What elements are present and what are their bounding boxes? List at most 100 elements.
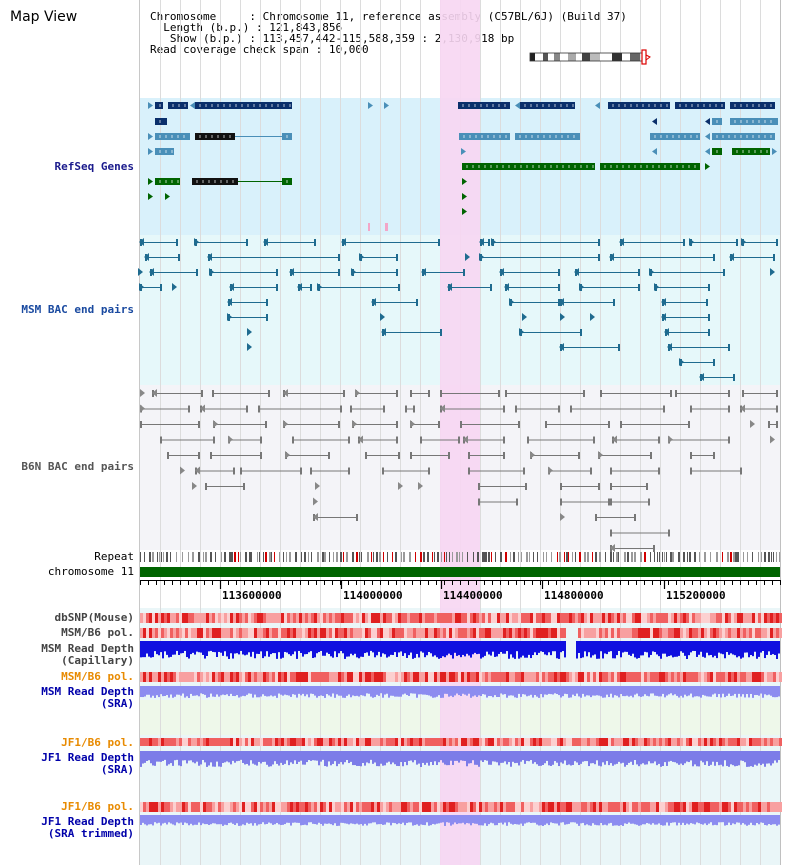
- repeat-element: [722, 552, 723, 562]
- repeat-element: [373, 552, 374, 562]
- read-depth-bar: [176, 815, 178, 823]
- polymorphism-cell: [620, 738, 623, 746]
- bac-end-arrow: [509, 298, 514, 306]
- read-depth-bar: [700, 751, 702, 761]
- read-depth-bar: [430, 751, 432, 762]
- read-depth-bar: [434, 686, 436, 698]
- polymorphism-cell: [758, 613, 761, 623]
- read-depth-bar: [268, 641, 270, 657]
- polymorphism-cell: [515, 628, 518, 638]
- polymorphism-cell: [449, 802, 452, 812]
- read-depth-bar: [328, 641, 330, 654]
- read-depth-bar: [758, 751, 760, 764]
- read-depth-bar: [712, 751, 714, 762]
- polymorphism-cell: [395, 672, 398, 682]
- read-depth-bar: [504, 815, 506, 823]
- read-depth-bar: [592, 641, 594, 656]
- polymorphism-cell: [503, 613, 506, 623]
- chromosome-label: Chromosome: [150, 10, 217, 23]
- polymorphism-cell: [266, 672, 269, 682]
- polymorphism-cell: [323, 738, 326, 746]
- polymorphism-cell: [365, 738, 368, 746]
- polymorphism-cell: [467, 672, 470, 682]
- ideogram-band: [543, 53, 548, 61]
- polymorphism-cell: [230, 738, 233, 746]
- read-depth-bar: [466, 686, 468, 696]
- polymorphism-cell: [623, 628, 626, 638]
- bac-end: [310, 467, 312, 475]
- read-depth-bar: [578, 686, 580, 697]
- gene-exon: [462, 104, 464, 107]
- bac-end: [598, 254, 600, 261]
- read-depth-bar: [684, 815, 686, 826]
- polymorphism-cell: [368, 802, 371, 812]
- read-depth-bar: [628, 751, 630, 763]
- read-depth-bar: [390, 751, 392, 765]
- read-depth-bar: [444, 751, 446, 765]
- polymorphism-cell: [524, 628, 527, 638]
- polymorphism-cell: [416, 628, 419, 638]
- track-label-b6n-bac[interactable]: B6N BAC end pairs: [21, 460, 134, 473]
- polymorphism-cell: [302, 802, 305, 812]
- bac-end-arrow: [172, 283, 177, 291]
- bac-end-arrow: [228, 435, 233, 444]
- read-depth-bar: [160, 751, 162, 762]
- polymorphism-cell: [608, 738, 611, 746]
- polymorphism-cell: [251, 672, 254, 682]
- polymorphism-cell: [725, 672, 728, 682]
- read-depth-bar: [720, 815, 722, 823]
- polymorphism-cell: [140, 738, 143, 746]
- read-depth-bar: [268, 815, 270, 823]
- read-depth-bar: [690, 686, 692, 694]
- read-depth-bar: [220, 686, 222, 696]
- track-label-msm-bac[interactable]: MSM BAC end pairs: [21, 303, 134, 316]
- ideogram-band: [548, 53, 554, 61]
- read-depth-bar: [152, 641, 154, 658]
- polymorphism-cell: [611, 802, 614, 812]
- read-depth-bar: [620, 686, 622, 695]
- bac-end-arrow: [590, 313, 595, 321]
- gene-exon: [226, 180, 228, 183]
- bac-end-arrow: [440, 404, 445, 413]
- polymorphism-cell: [152, 628, 155, 638]
- gene-exon: [676, 165, 678, 168]
- polymorphism-cell: [257, 613, 260, 623]
- read-depth-bar: [570, 815, 572, 823]
- repeat-element: [526, 552, 528, 562]
- read-depth-bar: [774, 815, 776, 825]
- polymorphism-cell: [446, 672, 449, 682]
- gene-exon: [504, 104, 506, 107]
- read-depth-bar: [438, 641, 440, 659]
- track-label-refseq[interactable]: RefSeq Genes: [54, 160, 134, 173]
- polymorphism-cell: [635, 672, 638, 682]
- polymorphism-cell: [359, 613, 362, 623]
- polymorphism-cell: [464, 738, 467, 746]
- repeat-element: [301, 552, 302, 562]
- polymorphism-cell: [209, 802, 212, 812]
- polymorphism-cell: [560, 802, 563, 812]
- polymorphism-cell: [197, 738, 200, 746]
- polymorphism-cell: [584, 738, 587, 746]
- read-depth-bar: [522, 686, 524, 695]
- polymorphism-cell: [617, 802, 620, 812]
- read-depth-bar: [750, 751, 752, 767]
- read-depth-bar: [514, 686, 516, 698]
- read-depth-bar: [632, 751, 634, 765]
- bac-end-arrow: [750, 420, 755, 428]
- read-depth-bar: [482, 815, 484, 826]
- gene-exon: [463, 135, 465, 138]
- bac-end: [608, 498, 610, 506]
- bac-end: [613, 299, 615, 306]
- polymorphism-cell: [404, 613, 407, 623]
- read-depth-bar: [616, 815, 618, 826]
- read-depth-bar: [240, 751, 242, 760]
- gene-exon: [586, 165, 588, 168]
- gene-exon: [715, 104, 717, 107]
- track-label-jf1-read-depth-trimmed: JF1 Read Depth (SRA trimmed): [41, 815, 134, 840]
- read-depth-bar: [366, 641, 368, 653]
- polymorphism-cell: [305, 613, 308, 623]
- polymorphism-cell: [209, 613, 212, 623]
- bac-end: [213, 436, 215, 444]
- read-depth-bar: [184, 686, 186, 698]
